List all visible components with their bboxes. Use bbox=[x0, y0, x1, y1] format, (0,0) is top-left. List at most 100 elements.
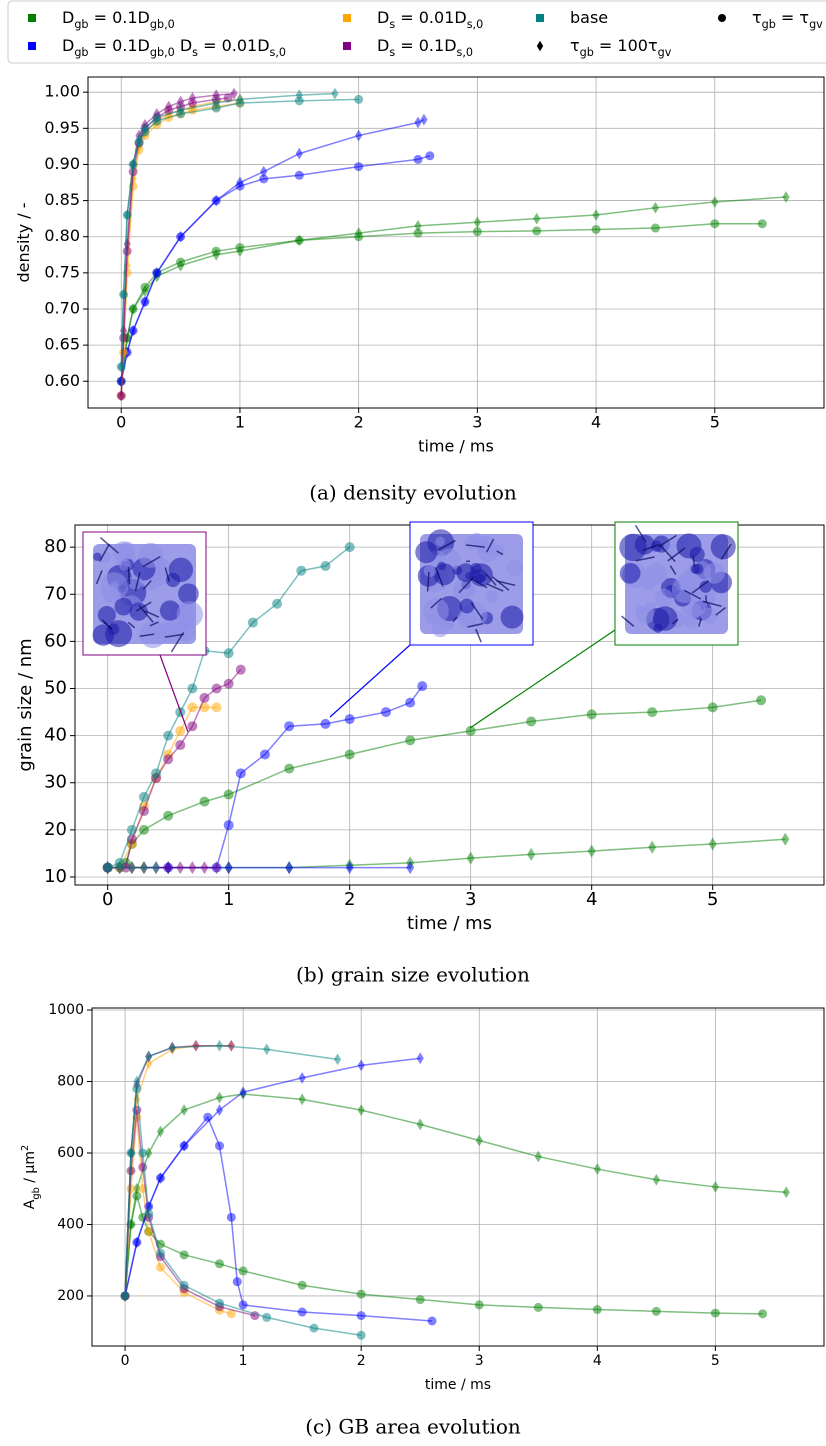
legend-label: τgb = τgv bbox=[752, 8, 823, 31]
inset-grain bbox=[645, 562, 668, 586]
data-point bbox=[354, 162, 364, 172]
data-point bbox=[133, 1075, 141, 1088]
data-point bbox=[212, 248, 220, 261]
data-point bbox=[215, 1141, 225, 1151]
data-point bbox=[586, 709, 597, 720]
inset-grain bbox=[506, 559, 524, 577]
data-point bbox=[417, 681, 428, 692]
legend-label: τgb = 100τgv bbox=[570, 36, 672, 59]
inset-grain bbox=[652, 606, 678, 631]
legend-marker bbox=[718, 14, 726, 22]
y-axis-label: density / - bbox=[14, 203, 33, 283]
data-point bbox=[224, 861, 233, 875]
label-part: s bbox=[389, 46, 395, 59]
data-point bbox=[132, 1084, 142, 1094]
x-axis-label: time / ms bbox=[425, 1377, 491, 1393]
inset-grain bbox=[493, 544, 505, 557]
y-tick-label: 30 bbox=[44, 772, 67, 793]
label-part: gv bbox=[809, 18, 823, 31]
data-point bbox=[145, 1057, 153, 1070]
data-point bbox=[212, 97, 220, 109]
inset-boundary bbox=[485, 573, 497, 586]
data-point bbox=[212, 194, 220, 207]
data-point bbox=[297, 1307, 307, 1317]
label-part: gb,0 bbox=[150, 46, 175, 59]
data-point bbox=[155, 1173, 165, 1183]
x-tick-label: 0 bbox=[121, 1353, 130, 1369]
data-point bbox=[587, 844, 596, 858]
data-point bbox=[259, 174, 269, 184]
data-point bbox=[414, 220, 422, 232]
data-point bbox=[126, 824, 137, 835]
label-part: s,0 bbox=[467, 18, 484, 31]
inset-grain bbox=[176, 601, 204, 628]
inset-boundary bbox=[467, 622, 484, 628]
inset-grain bbox=[426, 614, 437, 624]
inset-boundary bbox=[170, 631, 185, 653]
data-point bbox=[215, 1091, 224, 1104]
data-point bbox=[227, 1039, 235, 1052]
y-tick-label: 0.65 bbox=[44, 335, 80, 354]
data-point bbox=[294, 170, 304, 180]
label-part: D bbox=[377, 36, 389, 55]
data-point bbox=[155, 1248, 165, 1258]
data-point bbox=[758, 1309, 768, 1319]
data-point bbox=[527, 847, 536, 861]
inset-boundary bbox=[135, 601, 152, 612]
data-point bbox=[781, 832, 790, 846]
inset-grain bbox=[112, 541, 134, 562]
data-point bbox=[355, 129, 363, 142]
data-point bbox=[117, 389, 125, 402]
label-part: gv bbox=[658, 46, 672, 59]
inset-grain bbox=[699, 580, 712, 593]
data-point bbox=[135, 133, 143, 146]
data-point bbox=[284, 763, 295, 774]
data-point bbox=[215, 1104, 224, 1116]
label-part: gb bbox=[762, 18, 776, 31]
x-axis-label: time / ms bbox=[418, 437, 494, 456]
inset-boundary bbox=[164, 567, 170, 582]
data-point bbox=[707, 702, 718, 713]
y-tick-label: 60 bbox=[44, 630, 67, 651]
data-point bbox=[226, 1212, 236, 1222]
data-point bbox=[192, 1039, 200, 1052]
data-point bbox=[333, 1053, 342, 1066]
data-point bbox=[756, 695, 767, 706]
inset-grain bbox=[100, 572, 129, 601]
label-part: = τ bbox=[776, 8, 809, 27]
data-point bbox=[188, 92, 197, 104]
inset-boundary bbox=[95, 570, 103, 585]
x-axis-label: time / ms bbox=[407, 913, 492, 934]
inset-grain bbox=[435, 536, 445, 547]
data-point bbox=[592, 209, 600, 221]
data-point bbox=[138, 1148, 148, 1158]
inset-boundary bbox=[103, 621, 113, 630]
label-part: D bbox=[62, 36, 74, 55]
inset-grain bbox=[474, 573, 485, 584]
data-point bbox=[188, 861, 197, 875]
label-part: gb bbox=[31, 1187, 42, 1199]
data-point bbox=[168, 1041, 176, 1054]
data-point bbox=[144, 1209, 154, 1219]
data-point bbox=[223, 678, 234, 689]
data-point bbox=[592, 1305, 602, 1315]
inset-grain bbox=[485, 590, 499, 604]
data-point bbox=[120, 288, 128, 301]
axes-frame bbox=[91, 1007, 825, 1347]
data-point bbox=[651, 1306, 661, 1316]
inset-boundary bbox=[634, 524, 647, 543]
label-part: / µm bbox=[22, 1151, 38, 1187]
data-point bbox=[156, 1125, 165, 1138]
data-point bbox=[211, 683, 222, 694]
y-tick-label: 0.90 bbox=[44, 154, 80, 173]
inset-grain bbox=[423, 564, 437, 578]
y-tick-label: 20 bbox=[44, 819, 67, 840]
legend-marker bbox=[536, 40, 544, 52]
data-point bbox=[309, 1323, 319, 1333]
y-tick-label: 1000 bbox=[48, 1002, 84, 1018]
data-point bbox=[133, 1182, 141, 1195]
data-point bbox=[259, 749, 270, 760]
data-point bbox=[176, 230, 185, 243]
data-point bbox=[344, 714, 355, 725]
